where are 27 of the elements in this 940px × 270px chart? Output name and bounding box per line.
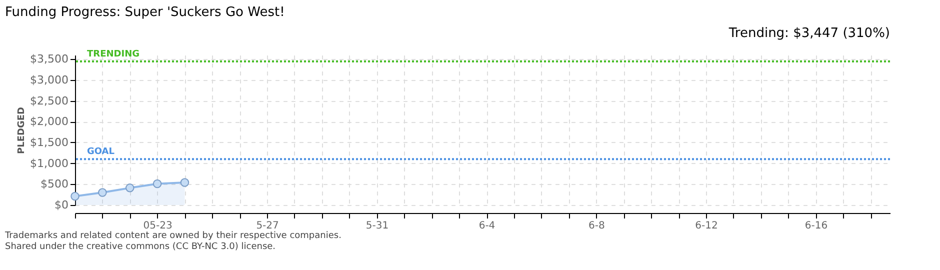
x-tick-label: 6-4 [478,220,496,232]
point [98,188,107,197]
x-tick-label: 05-23 [143,220,172,232]
chart-subtitle: Trending: $3,447 (310%) [728,26,890,41]
chart-title: Funding Progress: Super 'Suckers Go West! [5,5,285,20]
y-tick-label: $2,000 [30,115,68,128]
ref-line-label: GOAL [87,147,115,158]
x-tick-label: 5-27 [256,220,279,232]
text: Trademarks and related content are owned by their respective companies. [4,231,342,241]
x-tick-label: 6-12 [695,220,718,232]
text: Shared under the creative commons (CC BY-NC 3.0) license. [5,242,276,252]
y-tick-label: $1,000 [30,156,68,170]
y-tick-label: $500 [40,178,68,191]
y-tick-label: $3,000 [30,74,68,86]
y-tick-label: $0 [54,198,68,212]
y-tick-label: $2,500 [30,94,68,108]
y-tick-label: $1,500 [30,136,68,149]
y-axis-title: PLEDGED [17,107,28,154]
point [125,184,134,192]
x-tick-label: 5-31 [366,220,389,232]
ref-line-label: TRENDING [87,49,140,60]
point [180,178,190,187]
x-tick-label: 6-8 [588,220,605,232]
x-tick-label: 6-16 [804,220,828,232]
y-tick-label: $3,500 [30,52,68,66]
point [70,192,80,201]
point [152,179,162,188]
